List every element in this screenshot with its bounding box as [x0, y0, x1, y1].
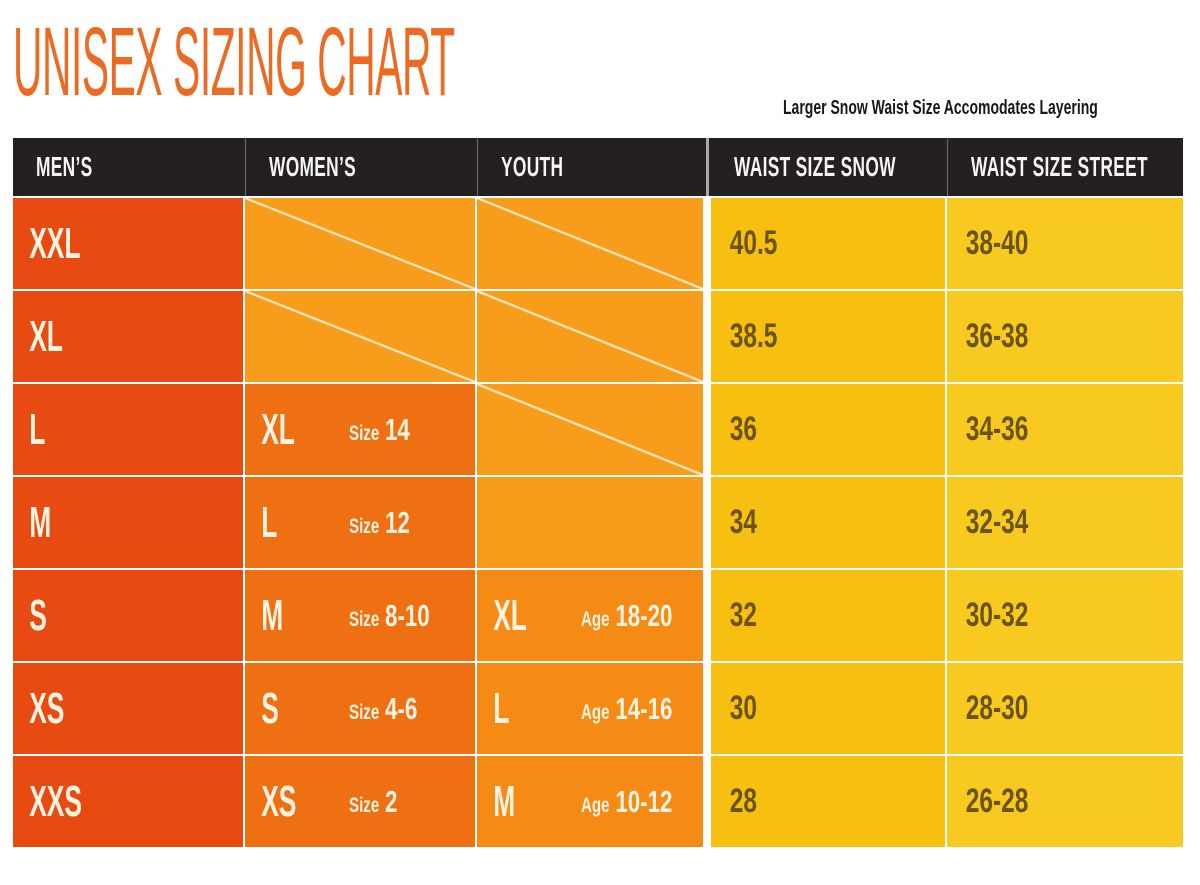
table-cell-youth: [477, 384, 705, 475]
womens-size-label: S: [261, 683, 279, 733]
mens-size-label: XL: [29, 311, 63, 361]
table-cell-mens: XS: [13, 663, 245, 754]
womens-size-detail: Size 8-10: [349, 597, 430, 633]
table-cell-womens: S Size 4-6: [245, 663, 477, 754]
table-header-row: MEN’S WOMEN’S YOUTH WAIST SIZE SNOW WAIS…: [13, 138, 1183, 196]
mens-size-label: L: [29, 404, 46, 454]
header-column-gap: [705, 138, 711, 196]
table-cell-waist-snow: 32: [711, 570, 947, 661]
table-cell-waist-street: 26-28: [947, 756, 1183, 847]
waist-snow-value: 30: [729, 689, 757, 727]
header-mens: MEN’S: [13, 138, 245, 196]
table-cell-womens: [245, 198, 477, 289]
table-cell-youth: M Age 10-12: [477, 756, 705, 847]
mens-size-label: M: [29, 497, 52, 547]
waist-street-value: 36-38: [965, 317, 1029, 355]
table-cell-womens: L Size 12: [245, 477, 477, 568]
womens-size-label: L: [261, 497, 278, 547]
waist-street-value: 30-32: [965, 596, 1029, 634]
table-body: XXL 40.5 38-40 XL 38.5 36-38: [13, 196, 1183, 849]
header-waist-snow: WAIST SIZE SNOW: [711, 138, 947, 196]
column-gap: [705, 663, 711, 754]
womens-size-detail: Size 2: [349, 783, 398, 819]
table-cell-waist-snow: 38.5: [711, 291, 947, 382]
waist-street-value: 34-36: [965, 410, 1029, 448]
page-title: UNISEX SIZING CHART: [13, 7, 455, 116]
table-cell-waist-snow: 30: [711, 663, 947, 754]
header-waist-street-label: WAIST SIZE STREET: [971, 151, 1148, 182]
youth-size-label: M: [493, 776, 516, 826]
waist-snow-value: 38.5: [729, 317, 778, 355]
table-cell-youth: [477, 477, 705, 568]
waist-snow-value: 36: [729, 410, 757, 448]
mens-size-label: XXL: [29, 218, 81, 268]
table-cell-waist-street: 34-36: [947, 384, 1183, 475]
table-cell-youth: [477, 198, 705, 289]
table-cell-womens: [245, 291, 477, 382]
waist-street-value: 26-28: [965, 782, 1029, 820]
waist-street-value: 28-30: [965, 689, 1029, 727]
womens-size-label: XL: [261, 404, 295, 454]
table-cell-youth: L Age 14-16: [477, 663, 705, 754]
column-gap: [705, 198, 711, 289]
mens-size-label: XXS: [29, 776, 83, 826]
table-cell-waist-snow: 34: [711, 477, 947, 568]
header-waist-street: WAIST SIZE STREET: [947, 138, 1183, 196]
waist-snow-value: 28: [729, 782, 757, 820]
table-cell-waist-street: 28-30: [947, 663, 1183, 754]
column-gap: [705, 570, 711, 661]
table-cell-waist-street: 38-40: [947, 198, 1183, 289]
womens-size-detail: Size 4-6: [349, 690, 418, 726]
table-cell-mens: M: [13, 477, 245, 568]
header-youth: YOUTH: [477, 138, 705, 196]
youth-size-label: L: [493, 683, 510, 733]
table-cell-womens: XL Size 14: [245, 384, 477, 475]
table-cell-waist-snow: 40.5: [711, 198, 947, 289]
waist-snow-value: 40.5: [729, 224, 778, 262]
youth-size-detail: Age 18-20: [581, 597, 673, 633]
table-cell-womens: M Size 8-10: [245, 570, 477, 661]
column-gap: [705, 384, 711, 475]
waist-snow-value: 32: [729, 596, 757, 634]
column-gap: [705, 756, 711, 847]
column-gap: [705, 291, 711, 382]
waist-street-value: 32-34: [965, 503, 1029, 541]
mens-size-label: S: [29, 590, 47, 640]
youth-size-detail: Age 10-12: [581, 783, 673, 819]
youth-size-label: XL: [493, 590, 527, 640]
table-cell-youth: [477, 291, 705, 382]
waist-snow-value: 34: [729, 503, 757, 541]
header-womens: WOMEN’S: [245, 138, 477, 196]
header-youth-label: YOUTH: [501, 151, 564, 182]
mens-size-label: XS: [29, 683, 65, 733]
youth-size-detail: Age 14-16: [581, 690, 673, 726]
table-cell-youth: XL Age 18-20: [477, 570, 705, 661]
table-cell-mens: XXL: [13, 198, 245, 289]
womens-size-label: M: [261, 590, 284, 640]
table-cell-mens: XL: [13, 291, 245, 382]
table-cell-mens: L: [13, 384, 245, 475]
sizing-table: MEN’S WOMEN’S YOUTH WAIST SIZE SNOW WAIS…: [13, 138, 1183, 849]
header-mens-label: MEN’S: [36, 151, 93, 182]
table-cell-womens: XS Size 2: [245, 756, 477, 847]
waist-street-value: 38-40: [965, 224, 1029, 262]
table-cell-waist-street: 36-38: [947, 291, 1183, 382]
table-cell-waist-street: 32-34: [947, 477, 1183, 568]
table-cell-mens: XXS: [13, 756, 245, 847]
header-womens-label: WOMEN’S: [269, 151, 357, 182]
table-cell-waist-snow: 36: [711, 384, 947, 475]
womens-size-label: XS: [261, 776, 297, 826]
header-waist-snow-label: WAIST SIZE SNOW: [734, 151, 896, 182]
table-cell-waist-street: 30-32: [947, 570, 1183, 661]
table-cell-mens: S: [13, 570, 245, 661]
womens-size-detail: Size 12: [349, 504, 410, 540]
column-gap: [705, 477, 711, 568]
layering-note: Larger Snow Waist Size Accomodates Layer…: [783, 97, 1098, 119]
table-cell-waist-snow: 28: [711, 756, 947, 847]
womens-size-detail: Size 14: [349, 411, 410, 447]
